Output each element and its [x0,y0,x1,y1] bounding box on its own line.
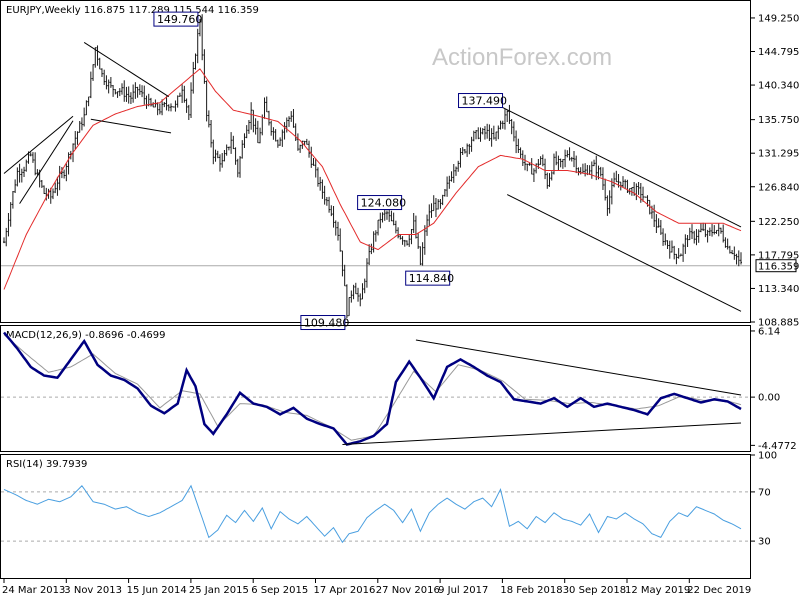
macd-trendlines [342,339,742,446]
time-tick-label: 15 Jun 2014 [127,585,187,596]
price-tick-label: 131.295 [758,149,799,160]
price-annotation-label: 114.840 [409,272,455,285]
time-tick-label: 30 Sep 2018 [563,585,626,596]
price-annotation-label: 124.080 [361,197,407,210]
price-annotation-label: 149.760 [157,13,203,26]
macd-tick-label: -4.4772 [758,441,797,452]
macd-header: MACD(12,26,9) -0.8696 -0.4699 [6,330,166,341]
macd-line [3,331,742,446]
watermark: ActionForex.com [432,44,612,71]
macd-tick-label: 0.00 [758,393,780,404]
price-trendline [3,115,74,174]
rsi-level-lines [1,491,750,542]
price-y-ticks: 149.250 144.795 140.340 135.750 131.295 126.8… [751,13,799,329]
time-tick-label: 27 Nov 2016 [376,585,440,596]
macd-y-ticks: 6.14 0.00 -4.4772 [751,326,797,452]
price-annotation-box [458,93,504,109]
price-trendlines [3,42,742,312]
price-annotation-box [300,315,346,331]
price-tick-label: 135.750 [758,115,799,126]
price-annotation-box [405,270,451,286]
price-trendline [500,106,742,228]
price-annotation-box [357,195,403,211]
time-tick-label: 18 Feb 2018 [500,585,562,596]
price-annotation-box [153,11,199,27]
price-panel-frame [0,0,751,323]
time-tick-label: 12 May 2019 [625,585,690,596]
macd-tick-label: 6.14 [758,326,780,337]
price-trendline [90,118,172,134]
price-candles [3,14,742,319]
macd-trendline [342,422,742,446]
rsi-tick-label: 100 [758,451,777,462]
rsi-tick-label: 70 [758,487,771,498]
moving-average-line [3,68,742,290]
rsi-header: RSI(14) 39.7939 [6,459,87,470]
last-price-label: 116.359 [758,262,799,273]
price-panel: ActionForex.com EURJPY,Weekly 116.875 11… [0,0,799,331]
rsi-y-ticks: 100 70 30 [751,451,777,548]
price-trendline [83,42,170,98]
price-trendline [506,194,742,312]
price-tick-label: 108.885 [758,318,799,329]
last-price-badge: 116.359 [755,259,799,273]
price-header: EURJPY,Weekly 116.875 117.289 115.544 11… [6,5,259,16]
rsi-line [3,484,742,544]
time-tick-label: 9 Jul 2017 [438,585,488,596]
rsi-tick-label: 30 [758,537,771,548]
price-tick-label: 149.250 [758,13,799,24]
price-annotation-label: 137.490 [462,95,508,108]
rsi-panel: RSI(14) 39.7939 100 70 30 [0,451,777,579]
last-price-box [755,259,797,273]
time-tick-label: 24 Mar 2013 [2,585,65,596]
price-trendline [19,120,74,204]
price-tick-label: 140.340 [758,81,799,92]
time-tick-label: 17 Apr 2016 [314,585,376,596]
time-tick-label: 3 Nov 2013 [64,585,122,596]
macd-panel: MACD(12,26,9) -0.8696 -0.4699 6.14 0.00 -4… [0,325,797,452]
price-tick-label: 122.250 [758,217,799,228]
macd-panel-frame [0,325,751,452]
rsi-panel-frame [0,454,751,579]
time-tick-label: 6 Sep 2015 [251,585,308,596]
macd-trendline [415,339,742,396]
price-tick-label: 117.795 [758,250,799,261]
price-annotation-label: 109.480 [304,317,350,330]
price-tick-label: 144.795 [758,47,799,58]
price-tick-label: 113.340 [758,284,799,295]
time-tick-label: 25 Jan 2015 [189,585,249,596]
price-tick-label: 126.840 [758,182,799,193]
price-annotations: 149.760 137.490 124.080 114.840 109.480 [153,11,508,331]
time-tick-label: 22 Dec 2019 [687,585,751,596]
